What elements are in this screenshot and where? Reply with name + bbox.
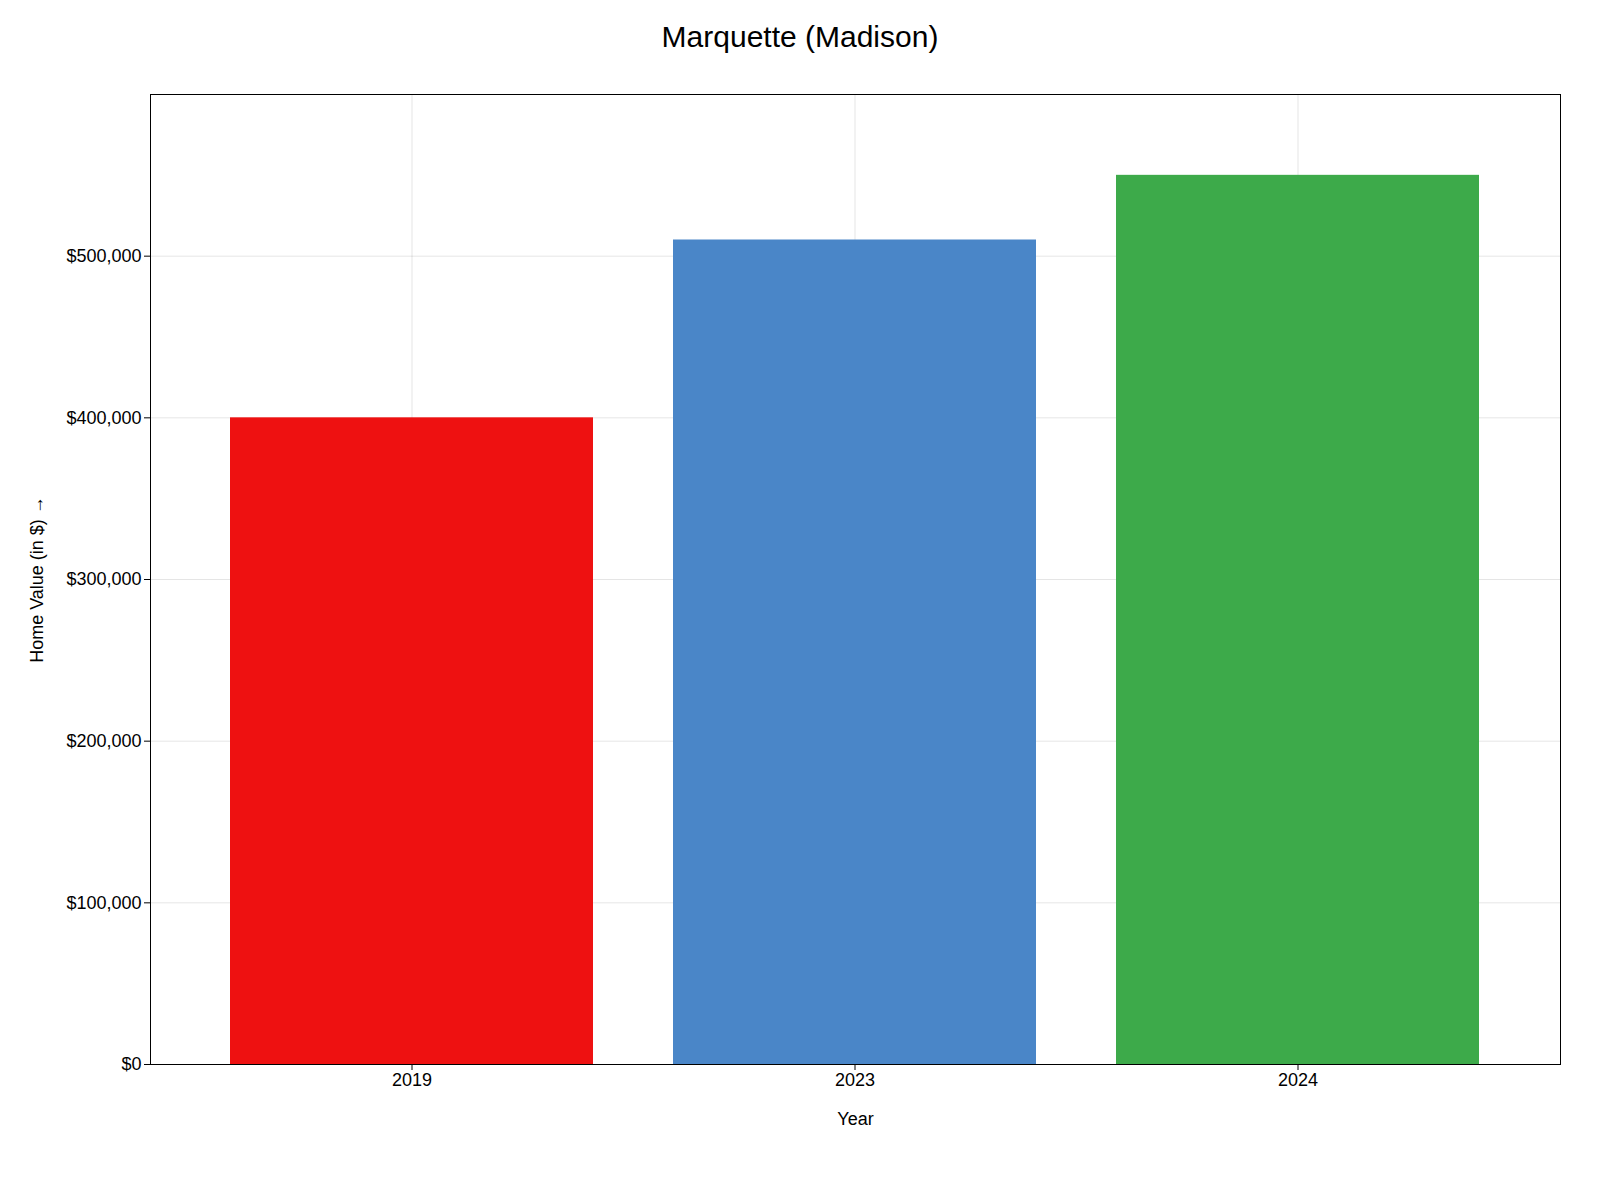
html-text:Marquette (Madison): Marquette (Madison): [661, 20, 939, 53]
svg-text:$500,000: $500,000: [66, 246, 141, 266]
svg-text:2023: 2023: [835, 1070, 875, 1090]
svg-text:Home Value (in $) →: Home Value (in $) →: [27, 496, 47, 663]
svg-text:$200,000: $200,000: [66, 731, 141, 751]
svg-text:Year: Year: [837, 1109, 873, 1129]
svg-text:$400,000: $400,000: [66, 408, 141, 428]
svg-text:$100,000: $100,000: [66, 893, 141, 913]
svg-text:2019: 2019: [392, 1070, 432, 1090]
svg-text:$300,000: $300,000: [66, 569, 141, 589]
svg-text:2024: 2024: [1278, 1070, 1318, 1090]
svg-text:$0: $0: [121, 1054, 141, 1074]
